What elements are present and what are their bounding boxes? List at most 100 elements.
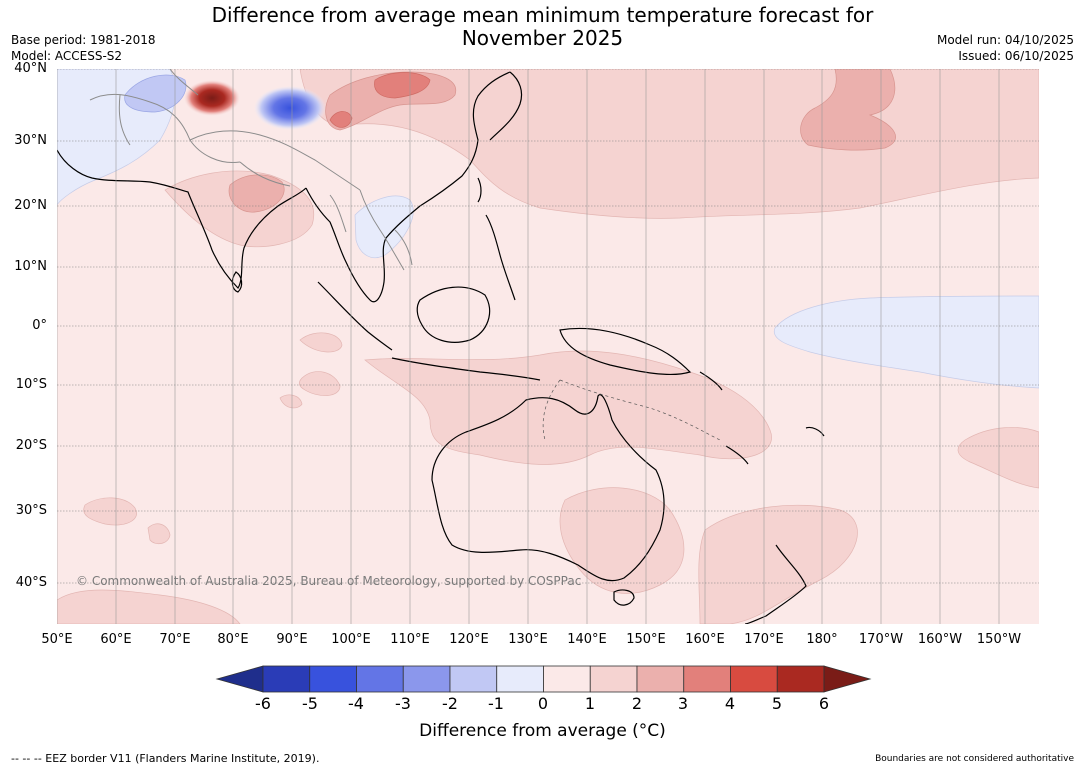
coast-australia (431, 394, 665, 582)
lon-label-100e: 100°E (331, 632, 371, 647)
model-run: Model run: 04/10/2025 (936, 33, 1074, 47)
anomaly-hotspot (184, 80, 240, 116)
colorbar-segment (309, 665, 357, 693)
colorbar-segment (496, 665, 544, 693)
colorbar-tick-3: 3 (677, 694, 689, 713)
coast-solomons (699, 371, 723, 391)
colorbar-segment (449, 665, 498, 693)
coast-tasmania (613, 589, 635, 606)
colorbar-segment (730, 665, 778, 693)
anomaly-high-japan (374, 72, 431, 99)
anomaly-coldspot (254, 86, 326, 130)
lon-label-160w: 160°W (917, 632, 963, 647)
anomaly-australia-east (559, 487, 685, 594)
colorbar-tick-neg5: -5 (302, 694, 318, 713)
eez-borders (542, 379, 721, 441)
coast-se-asia (305, 71, 511, 303)
colorbar (215, 665, 872, 693)
colorbar-label: Difference from average (°C) (419, 721, 666, 741)
lat-label-10n: 10°N (14, 259, 47, 274)
lon-label-80e: 80°E (217, 632, 249, 647)
anomaly-west-indian (83, 497, 137, 526)
lon-label-160e: 160°E (685, 632, 725, 647)
copyright-notice: © Commonwealth of Australia 2025, Bureau… (76, 574, 582, 588)
chart-title: Difference from average mean minimum tem… (0, 4, 1085, 50)
lat-label-40s: 40°S (15, 575, 47, 590)
colorbar-tick-6: 6 (818, 694, 830, 713)
colorbar-tick-5: 5 (771, 694, 783, 713)
lon-label-90e: 90°E (276, 632, 308, 647)
colorbar-tick-neg3: -3 (395, 694, 411, 713)
lat-label-30s: 30°S (15, 503, 47, 518)
title-line-2: November 2025 (461, 26, 624, 50)
colorbar-tick-0: 0 (537, 694, 549, 713)
lat-label-20s: 20°S (15, 438, 47, 453)
anomaly-maritime (364, 350, 772, 465)
map-area (57, 69, 1039, 624)
anomaly-south-pacific-east (957, 427, 1039, 489)
title-line-1: Difference from average mean minimum tem… (211, 3, 874, 27)
lat-label-40n: 40°N (14, 61, 47, 76)
issued-date: Issued: 06/10/2025 (958, 49, 1074, 63)
lon-label-170e: 170°E (744, 632, 784, 647)
lon-label-170w: 170°W (858, 632, 904, 647)
lon-label-110e: 110°E (390, 632, 430, 647)
coast-philippines (485, 214, 516, 301)
lat-label-30n: 30°N (14, 133, 47, 148)
anomaly-small-4 (147, 523, 171, 545)
colorbar-segment (683, 665, 731, 693)
footer-eez-note: -- -- -- EEZ border V11 (Flanders Marine… (11, 752, 320, 765)
coast-arabia-india (57, 149, 307, 289)
coast-sumatra (317, 281, 393, 351)
lon-label-60e: 60°E (100, 632, 132, 647)
lat-label-0: 0° (32, 318, 47, 333)
base-period: Base period: 1981-2018 (11, 33, 156, 47)
lon-label-50e: 50°E (41, 632, 73, 647)
colorbar-segment (589, 665, 638, 693)
coast-new-guinea (559, 327, 692, 376)
colorbar-extend-low (215, 665, 264, 693)
lat-label-20n: 20°N (14, 198, 47, 213)
coast-new-caledonia (725, 445, 749, 465)
colorbar-tick-2: 2 (631, 694, 643, 713)
lon-label-130e: 130°E (508, 632, 548, 647)
footer-disclaimer: Boundaries are not considered authoritat… (875, 754, 1074, 764)
coast-taiwan (477, 177, 482, 203)
colorbar-tick-neg6: -6 (255, 694, 271, 713)
lat-label-10s: 10°S (15, 377, 47, 392)
anomaly-high-tibet (329, 111, 353, 128)
lon-label-150e: 150°E (626, 632, 666, 647)
coast-fiji (805, 426, 825, 437)
anomaly-high-india (228, 174, 285, 213)
colorbar-segment (543, 665, 591, 693)
anomaly-small-1 (299, 332, 343, 353)
colorbar-segment (262, 665, 311, 693)
colorbar-tick-neg2: -2 (442, 694, 458, 713)
colorbar-tick-1: 1 (584, 694, 596, 713)
colorbar-segment (402, 665, 451, 693)
anomaly-tasman (698, 504, 858, 624)
colorbar-extend-high (823, 665, 872, 693)
lon-label-180: 180° (806, 632, 838, 647)
anomaly-cold-tibet-light (124, 74, 187, 113)
anomaly-high-pacific-north (800, 69, 896, 151)
borders (89, 69, 413, 271)
colorbar-tick-neg1: -1 (488, 694, 504, 713)
lon-label-150w: 150°W (976, 632, 1022, 647)
coast-java (391, 357, 541, 381)
coast-japan (489, 71, 523, 141)
lon-label-120e: 120°E (449, 632, 489, 647)
colorbar-segment (356, 665, 404, 693)
coast-new-zealand (744, 544, 807, 624)
lon-label-140e: 140°E (567, 632, 607, 647)
anomaly-cold-pacific (773, 295, 1039, 389)
colorbar-segment (776, 665, 825, 693)
anomaly-small-2 (298, 371, 341, 396)
meta-left: Base period: 1981-2018 Model: ACCESS-S2 (11, 32, 156, 64)
anomaly-southwest (57, 589, 241, 624)
meta-right: Model run: 04/10/2025 Issued: 06/10/2025 (937, 32, 1074, 64)
coastlines (57, 71, 825, 624)
coast-borneo (416, 286, 491, 343)
graticule-meridians (57, 69, 1000, 624)
